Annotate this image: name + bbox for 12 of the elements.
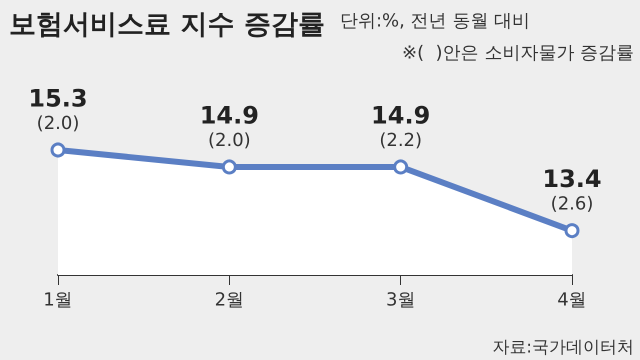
text: 단위:%, 전년 동월 대비 [340, 10, 530, 32]
data-label: 15.3 (2.0) [28, 84, 88, 134]
x-tick-label: 1월 [43, 290, 73, 310]
data-label: 14.9 (2.2) [371, 101, 430, 151]
data-label: 13.4 (2.6) [542, 165, 602, 215]
x-tick-label: 4월 [557, 290, 587, 310]
x-tick-label: 3월 [386, 290, 416, 310]
chart-title: 보험서비스료 지수 증감률 [9, 9, 325, 40]
data-label: 14.9 (2.0) [200, 101, 259, 151]
annotation: 자료:국가데이터처 [492, 338, 634, 358]
x-tick-label: 2월 [214, 290, 244, 310]
text: ※( )안은 소비자물가 증감률 [402, 42, 634, 64]
